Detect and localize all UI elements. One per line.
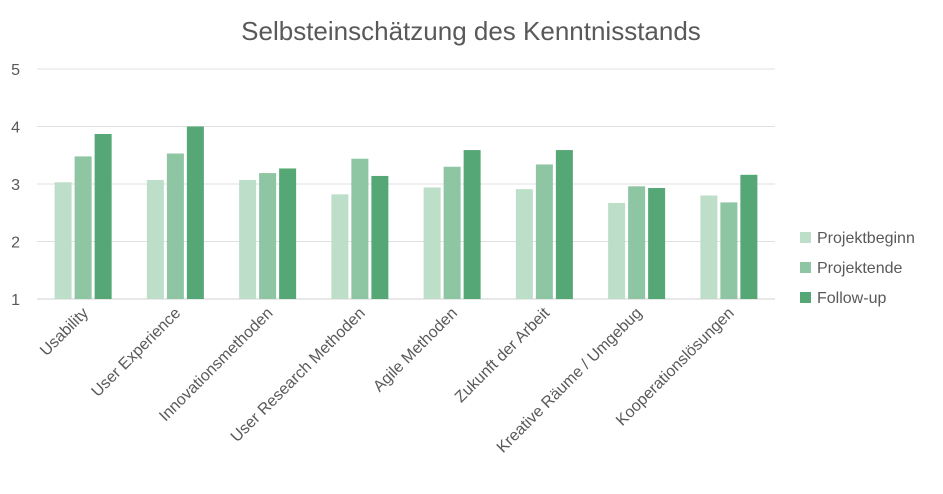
x-tick-label: Agile Methoden [370,305,461,396]
bar-projektende [720,202,738,299]
x-tick-label: Usability [37,305,92,360]
y-tick-label: 5 [11,62,20,79]
bar-projektende [166,153,184,299]
x-tick-label: User Experience [89,305,185,401]
bar-followup [186,126,204,299]
bar-projektbeginn [239,179,257,299]
bar-projektende [628,186,646,299]
chart-title: Selbsteinschätzung des Kenntnisstands [241,16,701,46]
bar-projektbeginn [146,179,164,299]
bar-projektende [351,158,369,299]
bar-followup [279,168,297,299]
x-tick-label: Zukunft der Arbeit [452,304,554,406]
legend-label: Follow-up [817,290,886,307]
legend-swatch [800,292,811,303]
bar-projektbeginn [54,182,72,299]
legend-swatch [800,262,811,273]
x-tick-label: Kreative Räume / Umgebug [494,305,646,457]
bar-projektende [535,164,553,299]
legend-label: Projektende [817,260,902,277]
bar-projektbeginn [700,195,718,299]
y-tick-label: 1 [11,292,20,309]
bar-projektbeginn [608,202,626,299]
bar-projektbeginn [515,189,533,299]
bar-projektende [443,166,461,299]
bar-followup [94,133,112,299]
bar-followup [555,150,573,299]
bar-followup [740,174,758,299]
bar-followup [648,188,666,299]
bar-projektbeginn [423,187,441,299]
y-tick-label: 3 [11,177,20,194]
bar-projektende [259,173,277,299]
bar-projektbeginn [331,194,349,299]
legend-label: Projektbeginn [817,230,915,247]
legend-swatch [800,232,811,243]
bar-followup [463,150,481,299]
bar-projektende [74,156,92,299]
y-tick-label: 4 [11,120,20,137]
y-tick-label: 2 [11,235,20,252]
bar-followup [371,175,389,299]
